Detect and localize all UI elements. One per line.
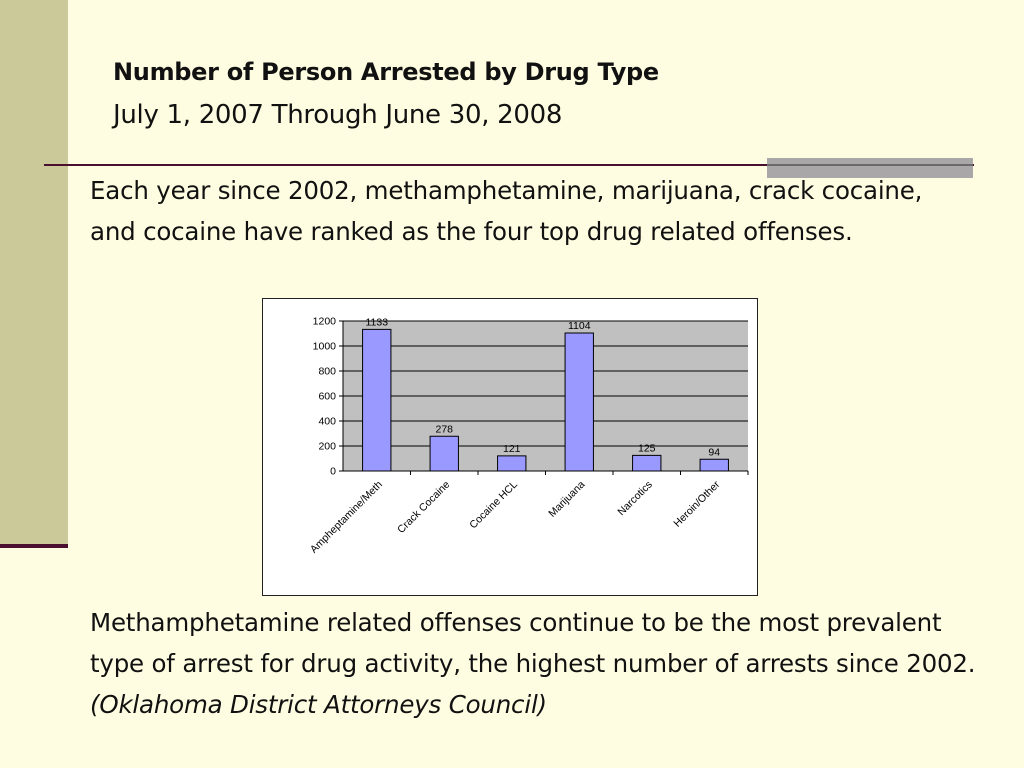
x-tick-label: Cocaine HCL xyxy=(467,479,520,532)
data-label: 121 xyxy=(503,443,521,455)
y-tick-label: 1200 xyxy=(313,316,337,328)
bar xyxy=(429,435,459,472)
data-label: 1104 xyxy=(568,320,591,332)
data-label: 278 xyxy=(435,423,453,435)
data-label: 1133 xyxy=(365,316,388,328)
closing-paragraph: Methamphetamine related offenses continu… xyxy=(90,602,990,725)
closing-text: Methamphetamine related offenses continu… xyxy=(90,608,976,678)
x-tick-label: Heroin/Other xyxy=(671,478,722,529)
y-tick-label: 600 xyxy=(318,391,336,403)
x-tick-label: Narcotics xyxy=(615,479,654,518)
side-accent-rule xyxy=(0,544,68,548)
decorative-grey-block xyxy=(767,158,973,178)
x-tick-label: Marijuana xyxy=(546,479,587,520)
bar xyxy=(362,328,392,472)
y-tick-label: 0 xyxy=(330,466,336,478)
bar xyxy=(497,455,527,472)
title-divider xyxy=(44,164,974,166)
source-citation: (Oklahoma District Attorneys Council) xyxy=(90,690,547,719)
x-tick-label: Ampheptamine/Meth xyxy=(308,479,385,556)
slide-title: Number of Person Arrested by Drug Type xyxy=(113,58,659,86)
y-tick-label: 1000 xyxy=(313,341,337,353)
x-tick-label: Crack Cocaine xyxy=(395,479,452,536)
intro-paragraph: Each year since 2002, methamphetamine, m… xyxy=(90,176,923,246)
bar xyxy=(699,458,729,472)
y-tick-label: 800 xyxy=(318,366,336,378)
data-label: 94 xyxy=(708,446,720,458)
bar-chart-svg: 0 200 400 600 800 1000 1200 1133 Ampheptamine/Me… xyxy=(308,316,749,556)
y-tick-label: 200 xyxy=(318,441,336,453)
data-label: 125 xyxy=(638,442,656,454)
y-tick-label: 400 xyxy=(318,416,336,428)
bar xyxy=(564,332,594,472)
bar xyxy=(632,454,662,472)
side-accent-bar xyxy=(0,0,68,548)
slide-subtitle: July 1, 2007 Through June 30, 2008 xyxy=(113,100,563,130)
bar-chart: 0 200 400 600 800 1000 1200 1133 Ampheptamine/Me… xyxy=(262,298,758,596)
